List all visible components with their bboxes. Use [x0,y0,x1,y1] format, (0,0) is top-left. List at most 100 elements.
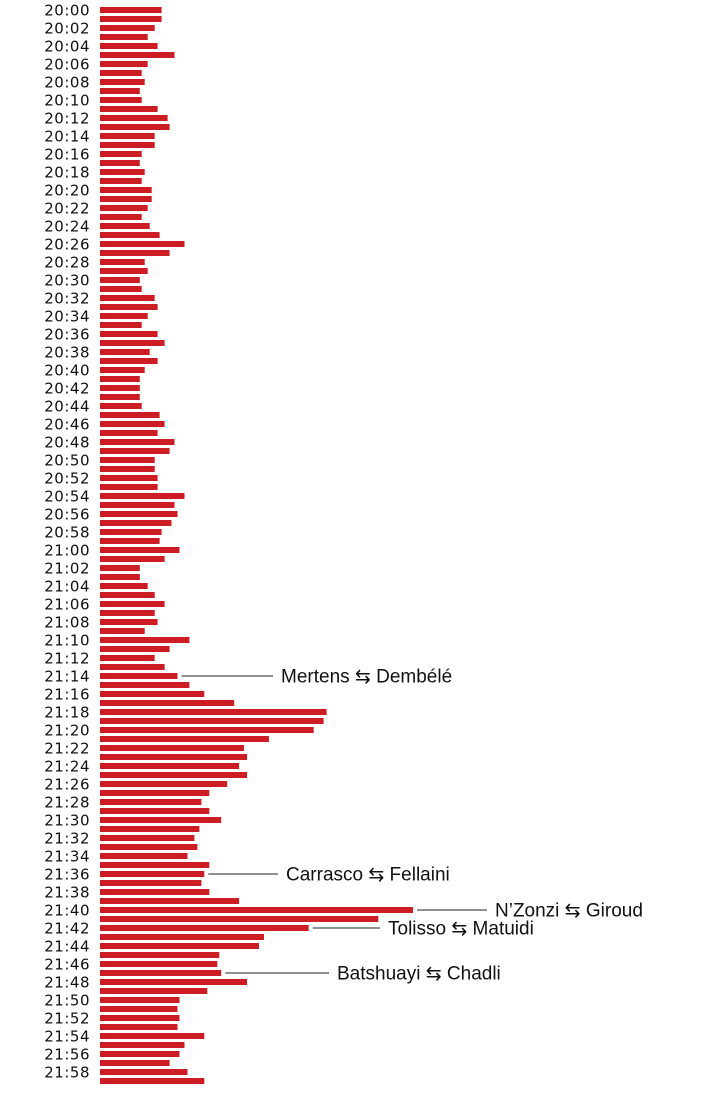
bar-2016 [100,151,142,157]
annotation-label: N’Zonzi ⇆ Giroud [495,901,643,922]
bar-2041 [100,376,140,382]
tick-label: 20:08 [44,74,90,92]
bar-2038 [100,349,150,355]
bar-2046 [100,421,165,427]
bar-2114 [100,673,178,679]
bar-2106 [100,601,165,607]
bar-2103 [100,574,140,580]
bar-2030 [100,277,140,283]
tick-label: 20:06 [44,56,90,74]
tick-label: 21:20 [44,722,90,740]
bar-2029 [100,268,148,274]
tick-label: 20:46 [44,416,90,434]
bar-2009 [100,88,140,94]
bar-2054 [100,493,185,499]
tick-label: 20:58 [44,524,90,542]
tick-label: 20:26 [44,236,90,254]
tick-label: 20:20 [44,182,90,200]
bar-2121 [100,736,269,742]
bar-2126 [100,781,228,787]
bar-2102 [100,565,140,571]
tick-label: 21:44 [44,938,90,956]
tick-label: 21:46 [44,956,90,974]
tick-label: 21:02 [44,560,90,578]
bar-2117 [100,700,235,706]
tick-label: 20:24 [44,218,90,236]
bar-2115 [100,682,190,688]
tick-label: 20:54 [44,488,90,506]
bar-2020 [100,187,152,193]
annotation-label: Carrasco ⇆ Fellaini [286,865,450,886]
tick-label: 21:48 [44,974,90,992]
tick-label: 20:18 [44,164,90,182]
bar-2023 [100,214,142,220]
bar-2141 [100,916,379,922]
bar-2152 [100,1015,180,1021]
tick-label: 21:10 [44,632,90,650]
tick-labels-group: 20:0020:0220:0420:0620:0820:1020:1220:14… [44,2,90,1082]
tick-label: 21:58 [44,1064,90,1082]
tick-label: 20:16 [44,146,90,164]
tick-label: 21:28 [44,794,90,812]
bar-2027 [100,250,170,256]
annotations-group: Mertens ⇆ Dembélé Carrasco ⇆ Fellaini N’Zo… [181,667,643,985]
tick-label: 20:14 [44,128,90,146]
annotation-label: Batshuayi ⇆ Chadli [337,964,501,985]
bar-2137 [100,880,202,886]
bar-2028 [100,259,145,265]
bar-2052 [100,475,158,481]
tick-label: 20:56 [44,506,90,524]
tick-label: 20:10 [44,92,90,110]
bar-2140 [100,907,413,913]
tick-label: 21:40 [44,902,90,920]
tick-label: 21:30 [44,812,90,830]
bar-2031 [100,286,142,292]
bar-2134 [100,853,188,859]
bar-2105 [100,592,155,598]
tick-label: 20:22 [44,200,90,218]
tick-label: 20:04 [44,38,90,56]
tick-label: 20:52 [44,470,90,488]
tick-label: 20:48 [44,434,90,452]
bar-2156 [100,1051,180,1057]
bar-2014 [100,133,155,139]
tick-label: 21:18 [44,704,90,722]
bar-2144 [100,943,259,949]
bar-2109 [100,628,145,634]
bar-2045 [100,412,160,418]
bar-2050 [100,457,155,463]
bar-2036 [100,331,158,337]
tick-label: 21:24 [44,758,90,776]
bar-2021 [100,196,152,202]
tick-label: 21:22 [44,740,90,758]
bar-2104 [100,583,148,589]
bar-2125 [100,772,248,778]
bar-2003 [100,34,148,40]
bar-2012 [100,115,168,121]
bar-2122 [100,745,245,751]
tick-label: 20:40 [44,362,90,380]
tick-label: 21:06 [44,596,90,614]
bar-2112 [100,655,155,661]
bar-2153 [100,1024,178,1030]
bar-2127 [100,790,210,796]
bar-2001 [100,16,162,22]
tick-label: 21:52 [44,1010,90,1028]
bar-2139 [100,898,240,904]
tick-label: 21:56 [44,1046,90,1064]
bar-2044 [100,403,142,409]
bar-2017 [100,160,140,166]
annotation-label: Mertens ⇆ Dembélé [281,667,452,688]
bar-2004 [100,43,158,49]
bar-2123 [100,754,248,760]
bar-2024 [100,223,150,229]
bar-2150 [100,997,180,1003]
bar-2022 [100,205,148,211]
bar-2005 [100,52,175,58]
bar-2056 [100,511,178,517]
bar-2129 [100,808,210,814]
bar-2143 [100,934,264,940]
bar-2149 [100,988,208,994]
bar-2002 [100,25,155,31]
